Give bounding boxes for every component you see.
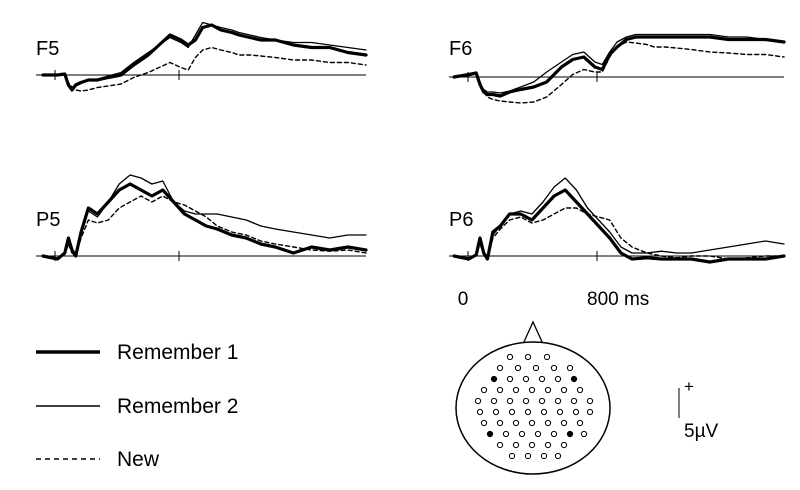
electrode-dot <box>496 419 504 427</box>
legend-label-remember-2: Remember 2 <box>117 395 238 418</box>
electrode-dot <box>566 364 574 372</box>
electrode-dot <box>554 375 562 383</box>
series-group-p5 <box>41 174 368 261</box>
time-tick-label-800: 800 ms <box>587 289 649 310</box>
electrode-dot <box>544 441 552 449</box>
electrode-dot <box>508 452 516 460</box>
legend-label-new: New <box>117 448 160 471</box>
electrode-dot <box>508 408 516 416</box>
erp-line-f5-remember-2 <box>42 21 367 89</box>
erp-line-f6-remember-1 <box>452 35 786 98</box>
electrode-dot <box>522 397 530 405</box>
electrode-dot <box>550 364 558 372</box>
electrode-dot <box>512 419 520 427</box>
electrode-dot <box>506 353 514 361</box>
erp-line-p5-remember-1 <box>41 182 368 261</box>
electrode-dot <box>514 364 522 372</box>
electrode-dot <box>496 386 504 394</box>
scale-bar-label: 5µV <box>684 421 719 442</box>
erp-line-f6-new <box>453 41 785 104</box>
electrode-dot <box>534 430 542 438</box>
electrode-dot <box>522 375 530 383</box>
erp-line-p6-remember-2 <box>453 177 785 260</box>
nose-triangle-icon <box>521 320 545 345</box>
electrode-dot <box>556 408 564 416</box>
electrode-dot <box>524 452 532 460</box>
electrode-label-f6: F6 <box>449 38 472 60</box>
electrode-dot <box>586 397 594 405</box>
electrode-dot <box>570 375 578 383</box>
electrode-dot <box>544 419 552 427</box>
electrode-label-p5: P5 <box>36 209 60 231</box>
electrode-dot <box>554 452 562 460</box>
voltage-scale-bar: + 5µV <box>678 377 719 442</box>
electrode-dot <box>512 386 520 394</box>
electrode-dot <box>524 408 532 416</box>
electrode-dot <box>476 408 484 416</box>
electrode-dot <box>506 397 514 405</box>
electrode-dot <box>486 430 494 438</box>
electrode-dot <box>532 364 540 372</box>
electrode-dot <box>490 397 498 405</box>
electrode-dot <box>512 441 520 449</box>
electrode-dot <box>528 441 536 449</box>
electrode-dot <box>572 408 580 416</box>
head-outline <box>455 341 611 475</box>
electrode-dot <box>538 397 546 405</box>
scale-bar-plus-sign: + <box>684 377 694 396</box>
erp-line-f5-remember-1 <box>41 23 368 92</box>
electrode-dot <box>560 386 568 394</box>
electrode-dot <box>518 430 526 438</box>
electrode-dot <box>576 386 584 394</box>
electrode-dot <box>554 397 562 405</box>
electrode-dot <box>566 430 574 438</box>
erp-line-f6-remember-2 <box>453 33 785 94</box>
electrode-dot <box>506 375 514 383</box>
electrode-dot <box>576 419 584 427</box>
panel-p6: P6 <box>449 177 786 264</box>
electrode-dot <box>496 364 504 372</box>
electrode-label-p6: P6 <box>449 209 473 231</box>
time-tick-label-0: 0 <box>458 289 469 310</box>
electrode-dot <box>528 419 536 427</box>
erp-line-f5-new <box>42 46 367 92</box>
electrode-dot <box>538 375 546 383</box>
electrode-dot <box>502 430 510 438</box>
electrode-dot <box>560 419 568 427</box>
electrode-dot <box>528 386 536 394</box>
electrode-dots <box>474 353 594 460</box>
electrode-dot <box>543 353 551 361</box>
legend-label-remember-1: Remember 1 <box>117 341 238 364</box>
electrode-dot <box>570 397 578 405</box>
electrode-label-f5: F5 <box>36 38 59 60</box>
panel-f5: F5 <box>36 21 368 92</box>
legend: Remember 1 Remember 2 New <box>36 341 238 471</box>
panel-p5: P5 <box>36 174 368 261</box>
electrode-montage-head <box>455 320 611 475</box>
series-group-f6 <box>452 33 786 104</box>
electrode-dot <box>480 386 488 394</box>
electrode-dot <box>586 408 594 416</box>
electrode-dot <box>480 419 488 427</box>
electrode-dot <box>490 375 498 383</box>
electrode-dot <box>580 430 588 438</box>
electrode-dot <box>496 441 504 449</box>
erp-line-p5-new <box>42 195 367 260</box>
electrode-dot <box>550 430 558 438</box>
electrode-dot <box>524 353 532 361</box>
electrode-dot <box>540 452 548 460</box>
panel-f6: F6 <box>449 33 786 104</box>
electrode-dot <box>544 386 552 394</box>
electrode-dot <box>492 408 500 416</box>
erp-line-p6-remember-1 <box>452 188 786 264</box>
electrode-dot <box>474 397 482 405</box>
electrode-dot <box>540 408 548 416</box>
series-group-p6 <box>452 177 786 264</box>
series-group-f5 <box>41 21 368 92</box>
electrode-dot <box>560 441 568 449</box>
